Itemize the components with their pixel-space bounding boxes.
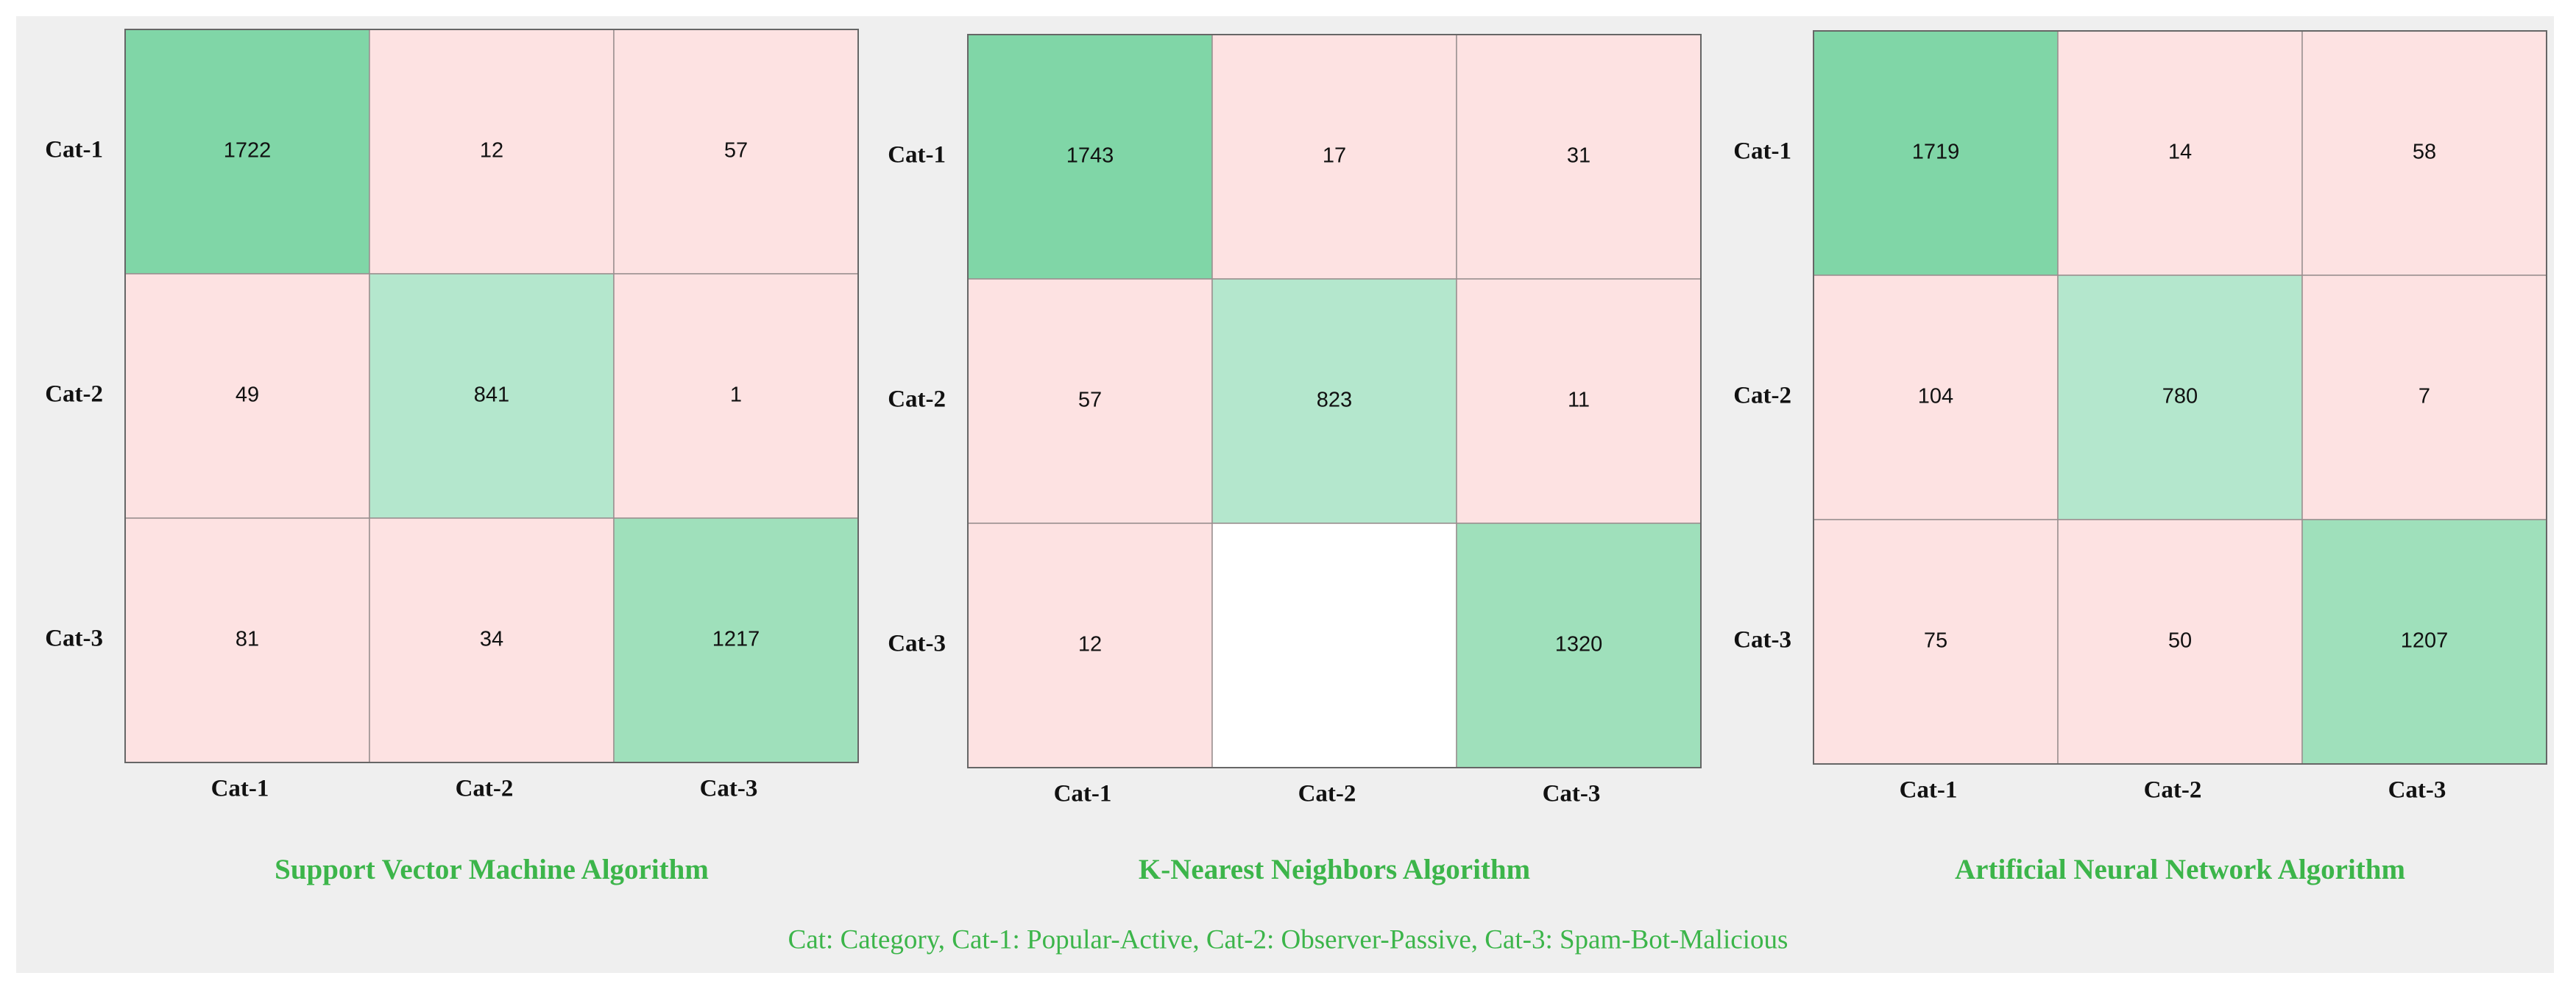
y-tick-label: Cat-3 (1733, 627, 1791, 654)
chart-title: Support Vector Machine Algorithm (275, 854, 709, 885)
heatmap-cell (2057, 275, 2303, 520)
cell-value: 780 (2162, 385, 2198, 408)
cell-value: 1207 (2401, 629, 2449, 653)
heatmap-cell (124, 517, 370, 763)
x-tick-label: Cat-2 (1298, 781, 1356, 807)
matrix-border (967, 34, 1702, 768)
heatmap-cell (2301, 275, 2547, 520)
chart-title: K-Nearest Neighbors Algorithm (1139, 854, 1530, 885)
heatmap-cell (1456, 523, 1702, 768)
cell-value: 1 (730, 383, 742, 407)
y-tick-label: Cat-3 (888, 631, 946, 657)
y-tick-label: Cat-2 (1733, 383, 1791, 409)
heatmap-cell (613, 273, 859, 519)
y-tick-label: Cat-1 (888, 142, 946, 169)
x-tick-label: Cat-1 (1900, 777, 1958, 804)
cell-value: 31 (1567, 144, 1590, 168)
heatmap-cell (1456, 34, 1702, 280)
cell-value: 823 (1317, 389, 1352, 412)
heatmap-cell (2301, 519, 2547, 765)
y-tick-label: Cat-2 (888, 386, 946, 413)
heatmap-cell (1211, 523, 1457, 768)
heatmap-cell (369, 517, 615, 763)
y-tick-label: Cat-2 (45, 381, 103, 408)
x-tick-label: Cat-2 (2144, 777, 2202, 804)
x-tick-label: Cat-3 (700, 776, 758, 802)
heatmap-cell (2057, 519, 2303, 765)
x-tick-label: Cat-3 (2388, 777, 2446, 804)
heatmap-cell (1211, 34, 1457, 280)
y-tick-label: Cat-1 (1733, 138, 1791, 165)
cell-value: 57 (724, 139, 748, 163)
heatmap-cell (613, 517, 859, 763)
cell-value: 12 (1078, 633, 1102, 657)
cell-value: 81 (236, 628, 259, 651)
cell-value: 58 (2413, 141, 2436, 164)
cell-value: 14 (2168, 141, 2192, 164)
cell-value: 34 (480, 628, 503, 651)
heatmap-cell (1211, 278, 1457, 524)
y-tick-label: Cat-3 (45, 626, 103, 652)
heatmap-cell (967, 523, 1213, 768)
heatmap-cell (124, 29, 370, 275)
cell-value: 1719 (1912, 141, 1960, 164)
x-tick-label: Cat-3 (1543, 781, 1601, 807)
cell-value: 7 (2418, 385, 2430, 408)
cell-value: 1743 (1066, 144, 1114, 168)
heatmap-cell (967, 278, 1213, 524)
chart-title: Artificial Neural Network Algorithm (1955, 854, 2405, 885)
heatmap-cell (1813, 275, 2059, 520)
heatmap-cell (613, 29, 859, 275)
cell-value: 104 (1918, 385, 1953, 408)
x-tick-label: Cat-2 (456, 776, 514, 802)
heatmap-cell (124, 273, 370, 519)
matrix-border (1813, 30, 2547, 765)
cell-value: 17 (1323, 144, 1346, 168)
heatmap-cell (2301, 30, 2547, 276)
heatmap-cell (1456, 278, 1702, 524)
x-tick-label: Cat-1 (1054, 781, 1112, 807)
cell-value: 1217 (712, 628, 760, 651)
cell-value: 841 (474, 383, 509, 407)
cell-value: 11 (1568, 389, 1590, 412)
cell-value: 50 (2168, 629, 2192, 653)
caption: Cat: Category, Cat-1: Popular-Active, Ca… (788, 924, 1788, 955)
heatmap-cell (2057, 30, 2303, 276)
cell-value: 57 (1078, 389, 1102, 412)
heatmap-cell (1813, 519, 2059, 765)
cell-value: 1320 (1555, 633, 1603, 657)
cell-value: 1722 (224, 139, 272, 163)
cell-value: 12 (480, 139, 503, 163)
cell-value: 49 (236, 383, 259, 407)
x-tick-label: Cat-1 (211, 776, 269, 802)
y-tick-label: Cat-1 (45, 137, 103, 163)
matrix-border (124, 29, 859, 763)
cell-value: 75 (1924, 629, 1947, 653)
